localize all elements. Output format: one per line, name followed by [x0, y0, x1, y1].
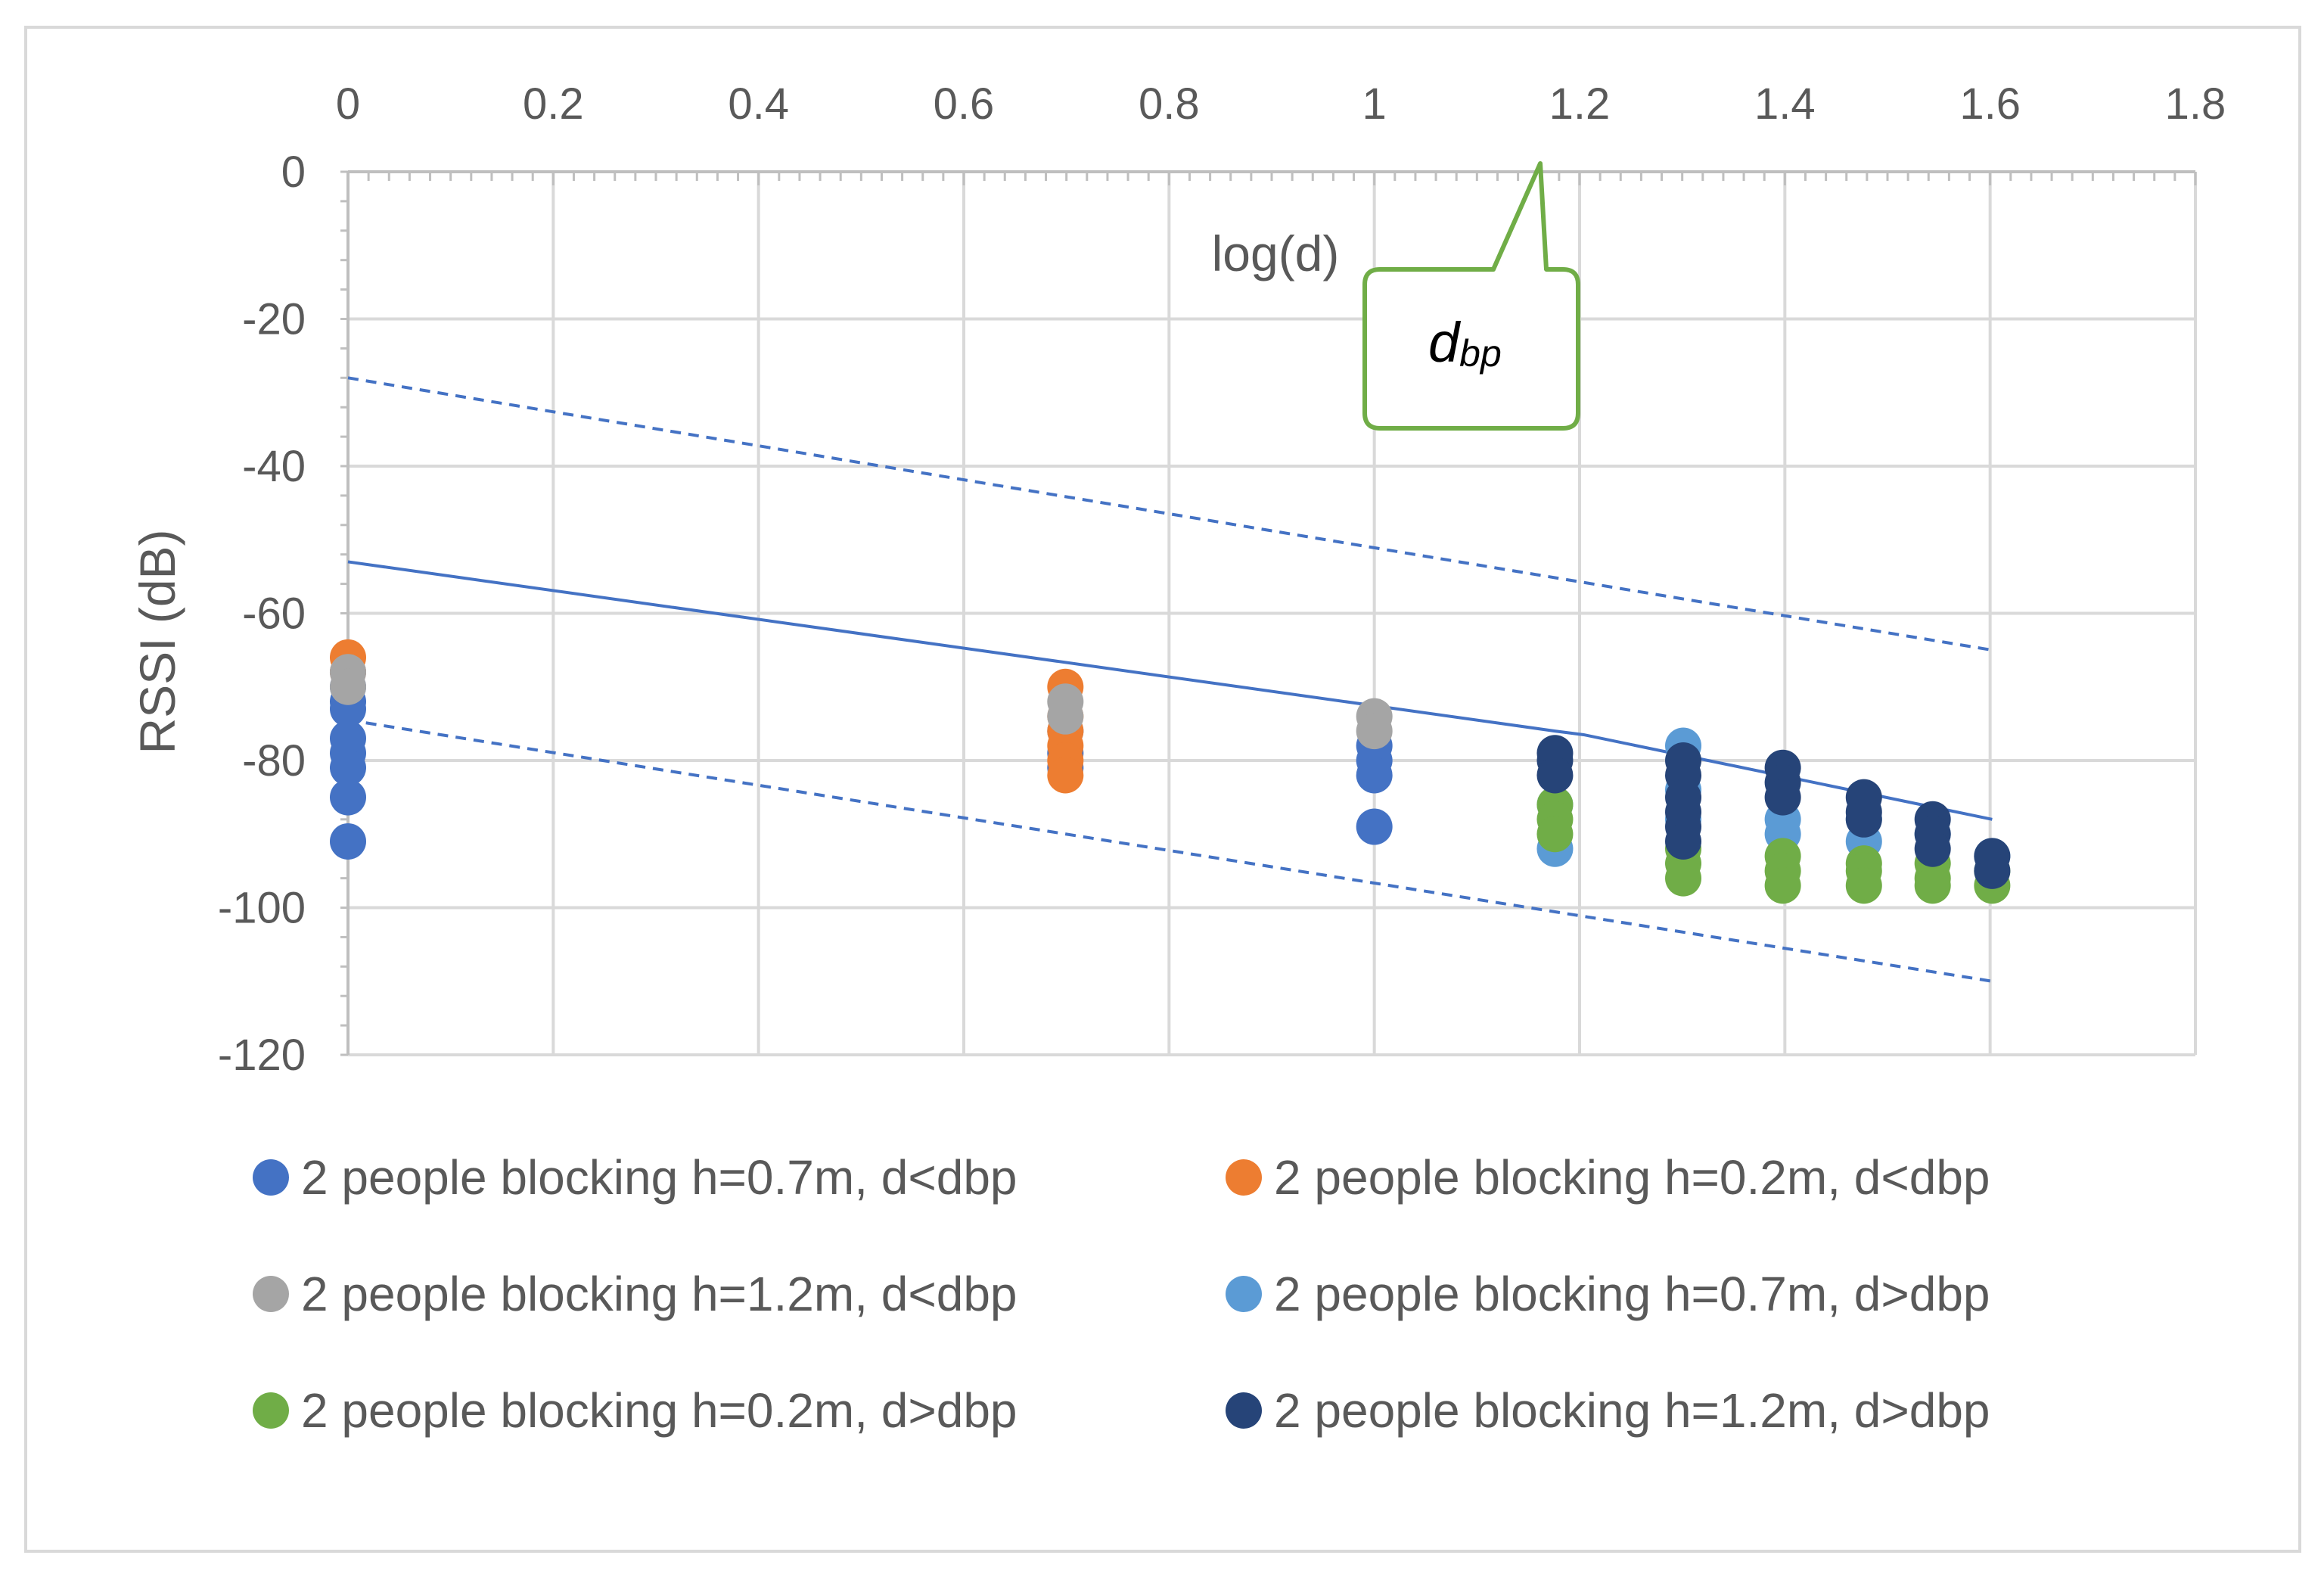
- data-point-series-6: [1845, 801, 1882, 838]
- y-tick-label: -40: [242, 442, 306, 491]
- dbp-callout-bubble: [1362, 161, 1580, 431]
- y-tick-label: -120: [218, 1031, 306, 1080]
- axes: 0 0.2 0.4 0.6 0.8 1 1.2 1.4 1.6 1.8 0 -20 -40 -60 -80 -…: [218, 79, 2226, 1080]
- dashed-bound-line: [347, 718, 1993, 983]
- legend-marker: [1226, 1392, 1262, 1429]
- legend-marker: [253, 1159, 289, 1196]
- legend-label: 2 people blocking h=0.2m, d>dbp: [301, 1383, 1018, 1438]
- data-point-series-6: [1665, 823, 1702, 860]
- data-point-series-5: [1665, 860, 1702, 897]
- legend-marker: [253, 1276, 289, 1312]
- data-point-series-6: [1914, 830, 1951, 867]
- data-point-series-5: [1914, 867, 1951, 904]
- data-point-series-1: [1356, 808, 1393, 845]
- data-point-series-5: [1764, 867, 1801, 904]
- data-point-series-6: [1536, 757, 1574, 794]
- legend-entry: 2 people blocking h=0.7m, d>dbp: [1226, 1267, 1990, 1321]
- data-points: [330, 639, 2011, 904]
- data-point-series-1: [330, 749, 366, 786]
- x-axis-title: log(d): [1212, 225, 1340, 281]
- data-point-series-1: [330, 823, 366, 860]
- y-tick-label: -60: [242, 589, 306, 639]
- data-point-series-1: [330, 779, 366, 816]
- data-point-series-2: [1047, 757, 1084, 794]
- legend-entry: 2 people blocking h=0.2m, d<dbp: [1226, 1150, 1990, 1205]
- data-point-series-5: [1845, 867, 1882, 904]
- data-point-series-1: [1356, 757, 1393, 794]
- y-axis-title: RSSI (dB): [129, 529, 185, 754]
- y-tick-label: 0: [281, 148, 306, 197]
- y-tick-label: -100: [218, 884, 306, 933]
- legend-marker: [1226, 1276, 1262, 1312]
- data-point-series-3: [1356, 713, 1393, 750]
- legend-label: 2 people blocking h=0.7m, d<dbp: [301, 1150, 1018, 1205]
- legend-entry: 2 people blocking h=0.7m, d<dbp: [253, 1150, 1018, 1205]
- dbp-callout-label: dbp: [1428, 311, 1502, 375]
- x-tick-label: 0.2: [523, 79, 584, 129]
- y-tick-label: -80: [242, 736, 306, 785]
- grid: [348, 172, 2197, 1056]
- legend-label: 2 people blocking h=0.2m, d<dbp: [1274, 1150, 1990, 1205]
- data-point-series-3: [1047, 698, 1084, 735]
- dbp-callout: dbp: [1362, 161, 1580, 431]
- y-tick-label: -20: [242, 295, 306, 344]
- legend-marker: [253, 1392, 289, 1429]
- x-tick-label: 0.4: [728, 79, 789, 129]
- x-tick-label: 1.6: [1959, 79, 2021, 129]
- data-point-series-3: [330, 668, 366, 705]
- chart-frame: 0 0.2 0.4 0.6 0.8 1 1.2 1.4 1.6 1.8 0 -20 -40 -60 -80 -…: [24, 26, 2301, 1553]
- x-tick-label: 0.6: [934, 79, 995, 129]
- legend-label: 2 people blocking h=1.2m, d<dbp: [301, 1267, 1018, 1321]
- legend-entry: 2 people blocking h=1.2m, d>dbp: [1226, 1383, 1990, 1438]
- legend-label: 2 people blocking h=0.7m, d>dbp: [1274, 1267, 1990, 1321]
- data-point-series-6: [1974, 852, 2011, 889]
- data-point-series-6: [1764, 779, 1801, 816]
- data-point-series-5: [1536, 816, 1574, 853]
- x-tick-label: 0.8: [1139, 79, 1200, 129]
- x-tick-label: 1.8: [2165, 79, 2226, 129]
- x-tick-label: 1: [1362, 79, 1387, 129]
- x-tick-label: 1.2: [1549, 79, 1611, 129]
- legend-marker: [1226, 1159, 1262, 1196]
- legend-entry: 2 people blocking h=1.2m, d<dbp: [253, 1267, 1018, 1321]
- dashed-bound-line: [347, 376, 1993, 652]
- legend-label: 2 people blocking h=1.2m, d>dbp: [1274, 1383, 1990, 1438]
- x-tick-label: 1.4: [1754, 79, 1816, 129]
- x-tick-label: 0: [336, 79, 360, 129]
- scatter-chart: 0 0.2 0.4 0.6 0.8 1 1.2 1.4 1.6 1.8 0 -20 -40 -60 -80 -…: [129, 79, 2226, 1438]
- legend-entry: 2 people blocking h=0.2m, d>dbp: [253, 1383, 1018, 1438]
